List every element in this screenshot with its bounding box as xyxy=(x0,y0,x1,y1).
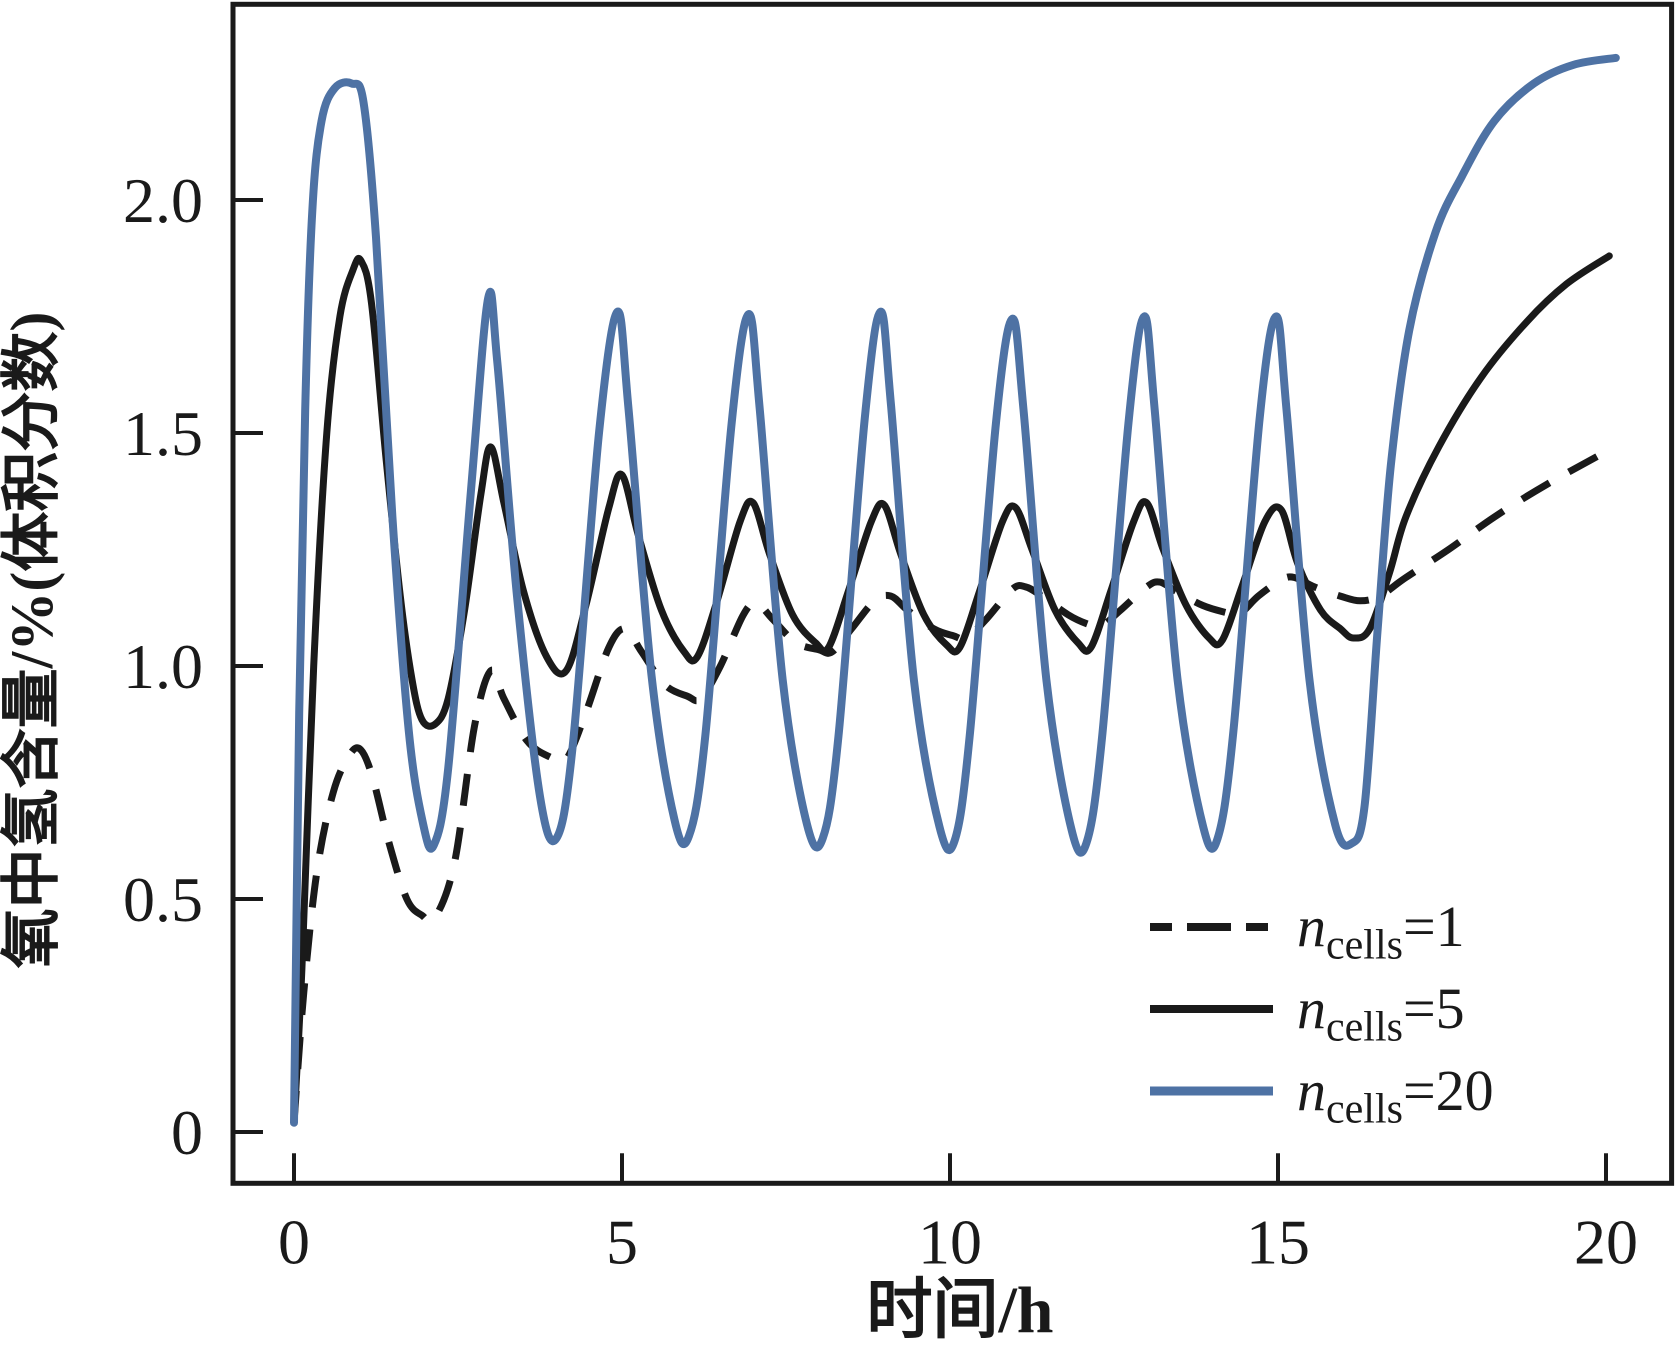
legend-item-ncells-1: ncells=1 xyxy=(1150,893,1494,967)
y-tick-label: 1.5 xyxy=(123,398,203,469)
series-curves xyxy=(290,53,1620,1127)
legend-label-ncells-5: ncells=5 xyxy=(1297,975,1465,1049)
dashed-line-swatch-icon xyxy=(1150,923,1273,931)
legend-label-ncells-20: ncells=20 xyxy=(1297,1057,1494,1131)
axis-tick-labels: 0 5 10 15 20 0 0.5 1.0 1.5 2.0 xyxy=(123,165,1638,1277)
legend-sub: cells xyxy=(1326,922,1403,969)
y-tick-label: 0 xyxy=(171,1097,203,1168)
legend: ncells=1 ncells=5 ncells=20 xyxy=(1150,893,1494,1131)
solid-blue-line-swatch-icon xyxy=(1150,1086,1273,1096)
y-axis-title: 氧中氢含量/%(体积分数) xyxy=(0,312,65,969)
y-tick-label: 1.0 xyxy=(123,631,203,702)
legend-sub: cells xyxy=(1326,1086,1403,1133)
legend-value: =20 xyxy=(1402,1058,1494,1123)
legend-value: =1 xyxy=(1402,894,1465,959)
axis-ticks xyxy=(232,198,1608,1184)
y-tick-label: 0.5 xyxy=(123,864,203,935)
legend-label-ncells-1: ncells=1 xyxy=(1297,893,1465,967)
x-tick-label: 20 xyxy=(1574,1206,1638,1277)
legend-sub: cells xyxy=(1326,1004,1403,1051)
y-tick-label: 2.0 xyxy=(123,165,203,236)
solid-black-line-swatch-icon xyxy=(1150,1005,1273,1013)
legend-var: n xyxy=(1297,976,1326,1041)
legend-var: n xyxy=(1297,1058,1326,1123)
x-axis-title: 时间/h xyxy=(866,1274,1053,1347)
series-line-ncells-1 xyxy=(290,448,1608,1123)
x-tick-label: 0 xyxy=(278,1206,310,1277)
x-tick-label: 10 xyxy=(918,1206,982,1277)
legend-item-ncells-20: ncells=20 xyxy=(1150,1057,1494,1131)
legend-item-ncells-5: ncells=5 xyxy=(1150,975,1494,1049)
plot-frame xyxy=(230,1,1675,1186)
x-tick-label: 5 xyxy=(606,1206,638,1277)
legend-value: =5 xyxy=(1402,976,1465,1041)
x-tick-label: 15 xyxy=(1246,1206,1310,1277)
legend-var: n xyxy=(1297,894,1326,959)
series-line-ncells-20 xyxy=(290,53,1620,1127)
